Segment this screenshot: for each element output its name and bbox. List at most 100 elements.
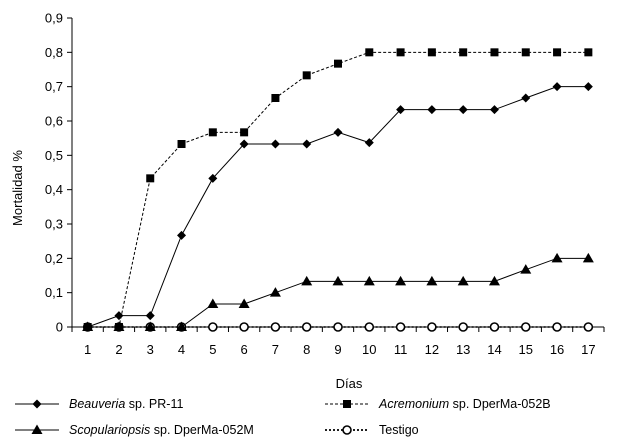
legend-swatch-marker-0 (32, 399, 42, 409)
y-tick-label: 0,9 (45, 11, 63, 26)
data-point-2 (269, 287, 281, 297)
legend-label-italic: Acremonium (378, 397, 449, 411)
data-point-1 (114, 323, 123, 331)
data-point-2 (176, 321, 188, 331)
data-point-0 (458, 105, 468, 115)
data-point-3 (520, 322, 531, 332)
data-point-0 (552, 82, 562, 92)
legend-label-rest: sp. DperMa-052M (150, 423, 254, 437)
x-tick-label: 10 (362, 342, 376, 357)
legend-label-1: Acremonium sp. DperMa-052B (378, 397, 551, 411)
data-point-0 (427, 105, 437, 115)
series-line-0 (87, 86, 589, 328)
data-point-2 (488, 275, 500, 286)
legend-label-rest: Testigo (379, 423, 419, 437)
data-point-1 (302, 71, 311, 80)
data-point-1 (584, 48, 593, 57)
legend-label-italic: Beauveria (69, 397, 125, 411)
data-point-3 (583, 322, 594, 332)
y-tick-label: 0,8 (45, 45, 63, 60)
data-point-0 (177, 230, 187, 240)
data-point-0 (145, 311, 155, 321)
x-tick-label: 13 (456, 342, 470, 357)
data-point-1 (240, 128, 249, 137)
y-tick-label: 0 (56, 320, 63, 335)
data-point-1 (365, 48, 374, 57)
x-tick-label: 5 (209, 342, 216, 357)
data-point-3 (489, 322, 500, 332)
y-tick-label: 0,4 (45, 182, 63, 197)
data-point-2 (207, 298, 219, 308)
y-tick-label: 0,1 (45, 285, 63, 300)
legend-label-0: Beauveria sp. PR-11 (69, 397, 183, 411)
y-tick-label: 0,3 (45, 217, 63, 232)
x-axis-title: Días (336, 376, 363, 391)
data-point-1 (271, 93, 280, 102)
data-point-2 (426, 275, 438, 286)
data-point-0 (489, 105, 499, 115)
y-tick-label: 0,5 (45, 148, 63, 163)
data-point-1 (334, 59, 342, 68)
legend-swatch-marker-2 (31, 424, 43, 434)
y-tick-label: 0,2 (45, 251, 63, 266)
data-point-3 (270, 322, 281, 332)
data-point-1 (177, 140, 186, 149)
y-tick-label: 0,7 (45, 79, 63, 94)
data-point-3 (427, 322, 437, 332)
x-tick-label: 3 (147, 342, 154, 357)
x-tick-label: 8 (303, 342, 310, 357)
data-point-1 (459, 48, 468, 57)
data-point-2 (238, 298, 250, 308)
data-point-2 (582, 252, 594, 263)
data-point-0 (208, 173, 218, 183)
data-point-1 (83, 323, 92, 331)
legend-label-2: Scopulariopsis sp. DperMa-052M (69, 423, 254, 437)
data-point-1 (427, 48, 436, 57)
data-point-0 (396, 105, 406, 115)
x-tick-label: 14 (487, 342, 501, 357)
data-point-3 (301, 322, 312, 332)
data-point-2 (144, 321, 156, 331)
data-point-3 (364, 322, 375, 332)
data-point-1 (521, 48, 530, 57)
data-point-0 (364, 138, 374, 148)
x-tick-label: 2 (115, 342, 122, 357)
series-line-2 (87, 257, 589, 328)
data-point-3 (333, 322, 343, 332)
legend-label-3: Testigo (379, 423, 419, 437)
data-point-0 (333, 127, 343, 137)
x-tick-label: 16 (550, 342, 564, 357)
data-point-1 (490, 48, 499, 57)
data-point-2 (551, 252, 563, 263)
data-point-1 (146, 174, 155, 183)
data-point-2 (395, 275, 407, 286)
data-point-0 (302, 139, 312, 149)
data-point-3 (552, 322, 562, 332)
data-point-2 (457, 275, 469, 286)
x-tick-label: 15 (519, 342, 533, 357)
y-tick-label: 0,6 (45, 114, 63, 129)
legend-swatch-marker-3 (342, 425, 352, 435)
x-tick-label: 6 (241, 342, 248, 357)
data-point-3 (458, 322, 468, 332)
data-point-3 (395, 322, 406, 332)
data-point-3 (239, 322, 249, 332)
data-point-2 (332, 275, 344, 286)
legend-swatch-marker-1 (343, 400, 351, 408)
data-point-2 (301, 275, 313, 286)
data-point-0 (521, 93, 531, 103)
y-axis-title: Mortalidad % (10, 150, 25, 226)
data-point-1 (396, 48, 405, 57)
x-tick-label: 12 (425, 342, 439, 357)
data-point-1 (208, 128, 217, 137)
data-point-0 (583, 82, 593, 92)
x-tick-label: 7 (272, 342, 279, 357)
legend-label-rest: sp. PR-11 (125, 397, 183, 411)
data-point-3 (208, 322, 218, 332)
data-point-0 (239, 139, 249, 149)
data-point-2 (363, 275, 375, 286)
x-tick-label: 9 (334, 342, 341, 357)
x-tick-label: 4 (178, 342, 185, 357)
